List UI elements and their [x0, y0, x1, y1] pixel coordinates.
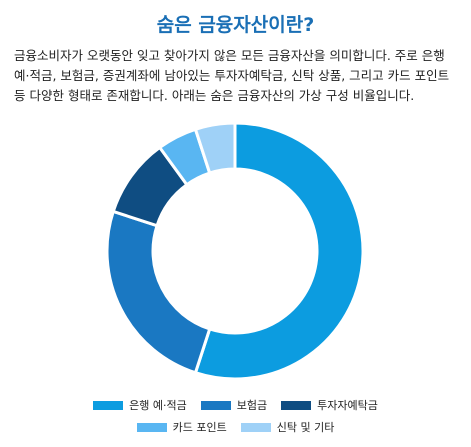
- legend-swatch: [240, 422, 271, 432]
- page-title: 숨은 금융자산이란?: [156, 14, 315, 36]
- legend-row: 카드 포인트 신탁 및 기타: [0, 416, 471, 438]
- legend-label: 카드 포인트: [172, 421, 227, 434]
- legend-swatch: [136, 422, 167, 432]
- legend-item-2: 보험금: [200, 397, 268, 413]
- legend-swatch: [93, 400, 124, 410]
- legend-item-3: 투자자예탁금: [281, 397, 378, 413]
- donut-slice-5: [193, 121, 237, 175]
- legend-label: 보험금: [236, 399, 268, 412]
- legend-label: 신탁 및 기타: [276, 421, 335, 434]
- legend-swatch: [281, 400, 312, 410]
- legend-item-1: 은행 예·적금: [93, 397, 187, 413]
- donut-chart: [105, 121, 365, 381]
- legend-item-4: 카드 포인트: [136, 419, 227, 435]
- legend-label: 은행 예·적금: [129, 399, 187, 412]
- legend-label: 투자자예탁금: [317, 399, 378, 412]
- legend-item-5: 신탁 및 기타: [240, 419, 335, 435]
- legend-row: 은행 예·적금 보험금 투자자예탁금: [0, 394, 471, 416]
- description-text: 금융소비자가 오랫동안 잊고 찾아가지 않은 모든 금융자산을 의미합니다. 주…: [14, 48, 450, 103]
- chart-legend: 은행 예·적금 보험금 투자자예탁금 카드 포인트 신탁 및 기타: [0, 394, 471, 438]
- legend-swatch: [200, 400, 231, 410]
- donut-slice-2: [105, 209, 212, 375]
- donut-slice-1: [193, 121, 365, 381]
